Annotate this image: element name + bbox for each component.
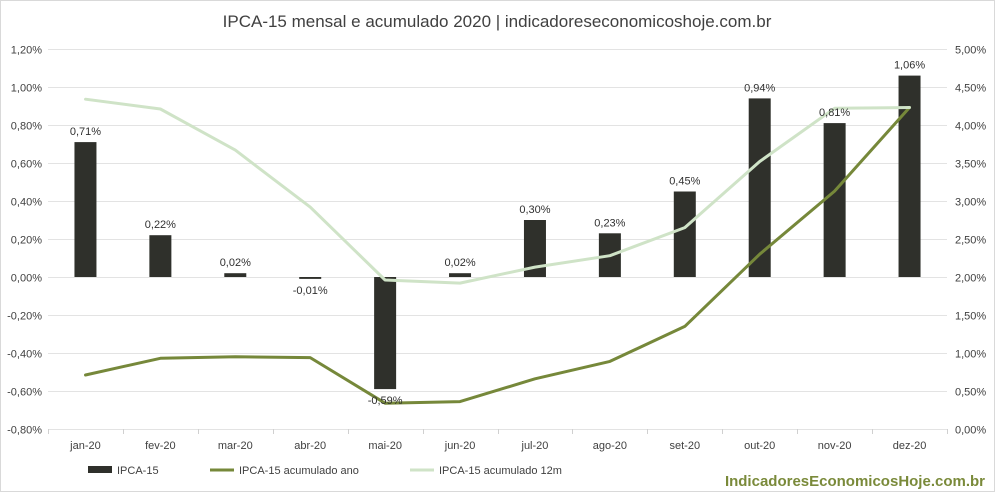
legend-label: IPCA-15 [117,465,159,477]
x-tick-label: jan-20 [69,440,101,452]
legend-swatch [88,466,112,473]
y-right-tick-label: 4,00% [955,121,986,133]
y-right-tick-label: 3,00% [955,197,986,209]
y-left-tick-label: -0,60% [7,387,42,399]
bar [823,123,846,277]
bar [374,277,397,390]
bar-layer [74,75,921,390]
series-line [84,97,911,285]
bar-data-label: 0,71% [70,126,101,138]
x-tick-label: dez-20 [893,440,927,452]
bar [74,142,97,277]
bar-data-label: 0,02% [220,257,251,269]
y-left-tick-label: 1,00% [11,83,42,95]
y-left-tick-label: 0,00% [11,273,42,285]
x-tick-label: abr-20 [294,440,326,452]
label-layer: 0,71% 0,22% 0,02% -0,01% -0,59% 0,02% 0,30% 0,2… [70,60,925,408]
y-left-tick-label: -0,40% [7,349,42,361]
bar-data-label: 0,22% [145,219,176,231]
bar-data-label: 0,94% [744,82,775,94]
y-left-tick-label: 0,60% [11,159,42,171]
bar [149,235,172,277]
y-left-tick-label: 1,20% [11,45,42,57]
y-right-tick-label: 4,50% [955,83,986,95]
y-right-tick-label: 0,50% [955,387,986,399]
x-tick-label: fev-20 [145,440,176,452]
y-right-tick-label: 2,00% [955,273,986,285]
y-right-tick-label: 1,50% [955,311,986,323]
x-tick-label: ago-20 [593,440,627,452]
x-tick-label: jun-20 [444,440,476,452]
y-right-tick-label: 0,00% [955,425,986,437]
y-right-tick-label: 1,00% [955,349,986,361]
y-left-tick-label: 0,40% [11,197,42,209]
bar-data-label: 0,81% [819,107,850,119]
y-right-tick-label: 3,50% [955,159,986,171]
bar-data-label: 0,02% [444,257,475,269]
series-line [84,106,911,405]
x-tick-label: nov-20 [818,440,852,452]
y-right-tick-label: 2,50% [955,235,986,247]
x-tick-label: set-20 [670,440,701,452]
line-layer [84,97,911,405]
brand-watermark: IndicadoresEconomicosHoje.com.br [725,473,985,490]
legend-label: IPCA-15 acumulado 12m [439,465,562,477]
x-tick-label: mar-20 [218,440,253,452]
legend: IPCA-15 IPCA-15 acumulado ano IPCA-15 acum… [88,465,562,477]
bar [748,98,771,278]
bar [898,75,921,277]
x-tick-label: out-20 [744,440,775,452]
bar [673,191,696,277]
bar-data-label: 0,30% [519,204,550,216]
bar-data-label: -0,01% [293,285,328,297]
x-tick-label: jul-20 [521,440,549,452]
bar [449,273,472,277]
bar-data-label: -0,59% [368,395,403,407]
bar-data-label: 0,45% [669,176,700,188]
chart-title: IPCA-15 mensal e acumulado 2020 | indica… [223,12,772,31]
y-left-tick-label: -0,80% [7,425,42,437]
y-left-tick-label: -0,20% [7,311,42,323]
x-tick-label: mai-20 [368,440,402,452]
bar-data-label: 0,23% [594,217,625,229]
bar [523,220,546,277]
legend-label: IPCA-15 acumulado ano [239,465,359,477]
axis-layer: -0,80% -0,60% -0,40% -0,20% 0,00% 0,20% 0,40% 0… [7,45,986,453]
bar [224,273,247,277]
y-left-tick-label: 0,20% [11,235,42,247]
bar-data-label: 1,06% [894,60,925,72]
y-left-tick-label: 0,80% [11,121,42,133]
y-right-tick-label: 5,00% [955,45,986,57]
bar [299,277,322,279]
